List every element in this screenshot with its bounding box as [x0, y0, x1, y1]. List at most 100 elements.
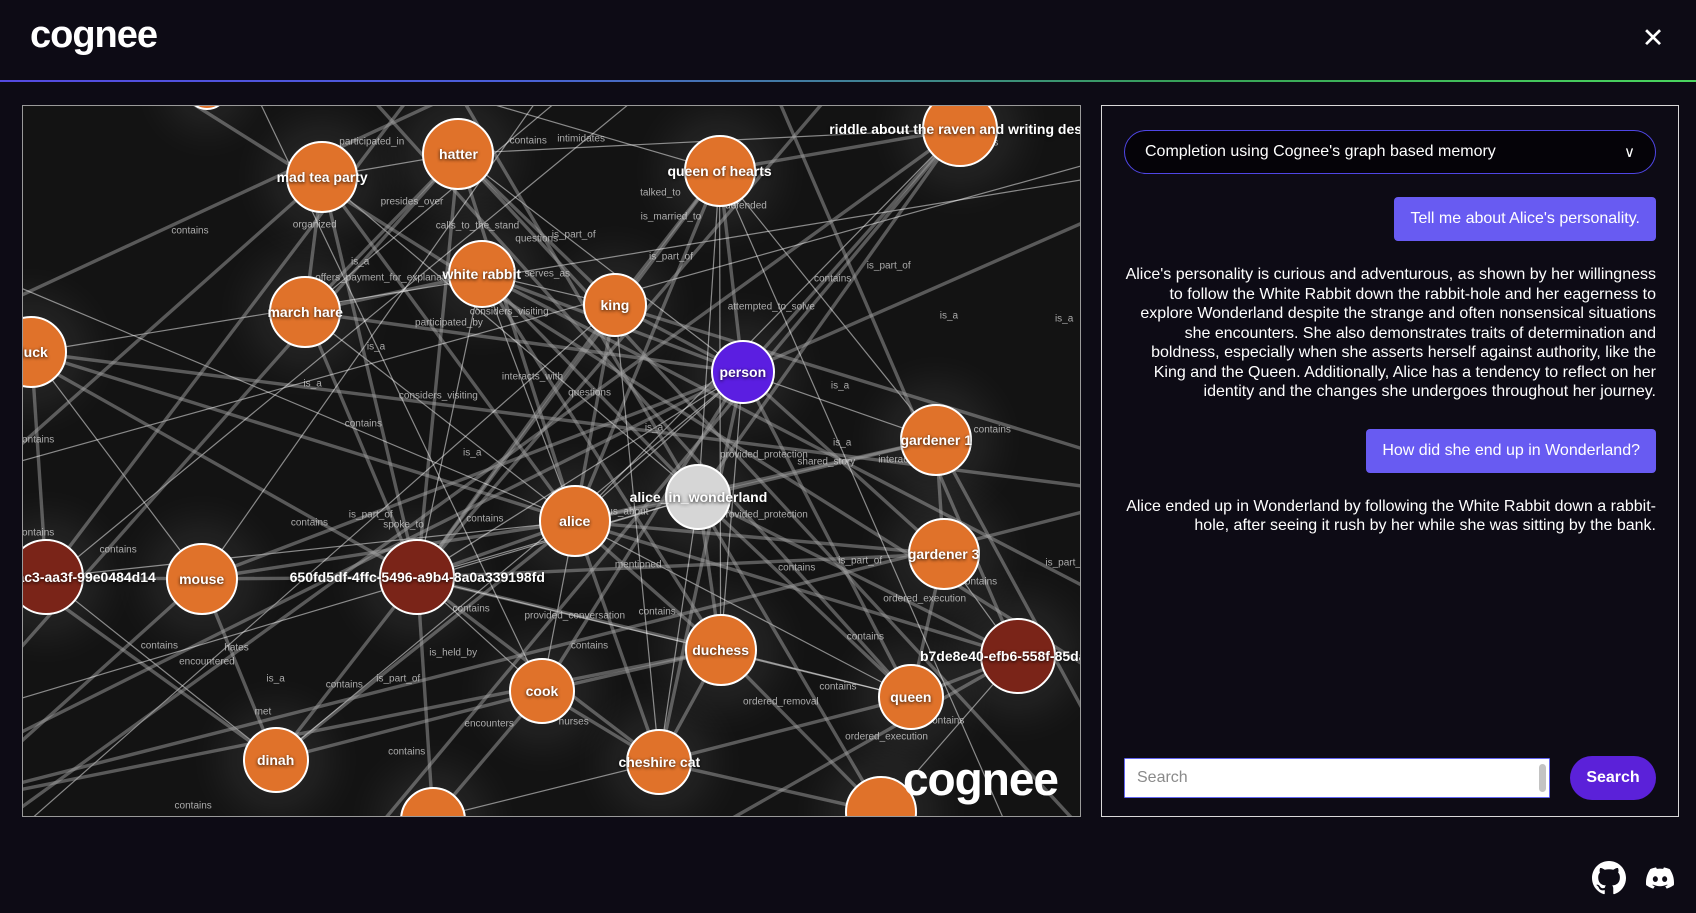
edge-label: nurses	[558, 716, 589, 728]
edge-label: hates	[224, 642, 249, 654]
knowledge-graph-panel[interactable]: participated_in contains intimidates contai…	[22, 105, 1081, 817]
graph-node-white_rabbit[interactable]: white rabbit	[442, 239, 521, 308]
graph-node-label: hatter	[439, 145, 478, 162]
edge-label: participated_in	[339, 136, 405, 147]
search-input-wrap	[1124, 758, 1550, 798]
graph-node-uuid_b[interactable]: 650fd5df-4ffc-5496-a9b4-8a0a339198fd	[290, 539, 545, 616]
graph-node-dinah[interactable]: dinah	[242, 726, 309, 793]
edge-label: contains	[638, 606, 676, 618]
edge-label: talked_to	[640, 187, 681, 199]
graph-node-queen_of_hearts[interactable]: queen of hearts	[667, 134, 772, 207]
edge-label: contains	[290, 517, 329, 529]
graph-node-label: queen	[890, 689, 932, 706]
graph-node-hatter[interactable]: hatter	[422, 117, 495, 190]
graph-node-alice_in_wonderland[interactable]: alice_in_wonderland	[630, 463, 767, 530]
edge-label: contains	[344, 418, 382, 430]
completion-mode-dropdown[interactable]: Completion using Cognee's graph based me…	[1124, 130, 1656, 174]
edge-label: contains	[570, 640, 609, 652]
graph-node-label: march hare	[267, 303, 343, 320]
graph-node-uuid_c[interactable]: b7de8e40-efb6-558f-85da-63b	[920, 618, 1080, 695]
graph-node-uuid_a[interactable]: 3ac3-aa3f-99e0484d14	[23, 539, 156, 616]
edge-label: considers_visiting	[398, 390, 478, 402]
graph-node-queen[interactable]: queen	[877, 664, 944, 731]
search-input[interactable]	[1124, 758, 1550, 798]
edge-label: is_a	[303, 378, 322, 390]
edge-label: contains	[325, 679, 363, 691]
edge-label: contains	[959, 576, 998, 588]
edge-label: is_part_of	[376, 673, 421, 685]
edge-label: is_a	[644, 422, 664, 434]
edge-label: is_part_of	[866, 260, 911, 272]
edge-label: considers_visiting	[469, 306, 549, 318]
assistant-answer: Alice's personality is curious and adven…	[1125, 266, 1656, 401]
graph-node-mouse[interactable]: mouse	[165, 542, 238, 615]
graph-node-label: king	[600, 296, 630, 313]
graph-node-cook[interactable]: cook	[508, 658, 575, 725]
edge-label: ordered_removal	[743, 696, 819, 708]
graph-node-label: duchess	[692, 641, 750, 658]
edge-label: organized	[292, 219, 337, 231]
edge-label: is_part_of	[1045, 557, 1081, 569]
graph-node-label: mad tea party	[276, 169, 368, 185]
edge-label: provided_protection	[720, 449, 808, 461]
dropdown-selected-value: Completion using Cognee's graph based me…	[1145, 143, 1496, 160]
graph-node-duchess[interactable]: duchess	[684, 613, 757, 686]
edge-label: curious_about	[585, 506, 649, 518]
edge-label: provided_conversation	[524, 610, 626, 622]
cognee-logo: cognee	[30, 14, 158, 56]
edge-label: is_married_to	[640, 211, 702, 223]
discord-icon[interactable]	[1642, 864, 1678, 892]
edge-label: is_held_by	[429, 647, 478, 659]
edge-label: is_a	[939, 310, 959, 322]
graph-node-label: cheshire cat	[618, 754, 701, 771]
edge-label: mentioned	[614, 559, 662, 571]
graph-node-alice[interactable]: alice	[538, 485, 611, 558]
edge-label: intimidates	[557, 133, 605, 145]
graph-edges	[23, 106, 1080, 816]
assistant-answer: Alice ended up in Wonderland by followin…	[1126, 497, 1656, 535]
graph-node-label: 3ac3-aa3f-99e0484d14	[22, 569, 156, 586]
edge-label: contains	[927, 715, 965, 727]
search-button[interactable]: Search	[1570, 756, 1656, 800]
chat-messages: Tell me about Alice's personality. Alice…	[1124, 197, 1656, 536]
search-row: Search	[1124, 756, 1656, 800]
graph-node-label: duck	[23, 344, 48, 361]
graph-node-cheshire_cat[interactable]: cheshire cat	[618, 729, 700, 796]
graph-canvas[interactable]: participated_in contains intimidates contai…	[23, 106, 1080, 816]
edge-label: shared_story	[797, 456, 856, 468]
edge-label: presides_over	[380, 196, 444, 208]
edge-label: contains	[452, 603, 490, 615]
graph-node-riddle[interactable]: riddle about the raven and writing desk	[829, 106, 1080, 167]
graph-node-gardener_3[interactable]: gardener 3	[907, 518, 980, 590]
graph-node-label: dinah	[256, 751, 295, 768]
github-icon[interactable]	[1592, 861, 1626, 895]
edge-label: is_a	[832, 437, 852, 449]
edge-label: defended	[725, 200, 767, 212]
user-message-bubble: How did she end up in Wonderland?	[1366, 428, 1656, 473]
edge-label: contains	[171, 225, 209, 237]
footer-social-links	[1592, 861, 1678, 895]
graph-node-person[interactable]: person	[710, 340, 775, 405]
edge-label: spoke_to	[383, 519, 424, 531]
edge-label: is_a	[350, 256, 370, 268]
graph-node-king[interactable]: king	[582, 272, 647, 337]
graph-node-label: gardener 3	[907, 546, 980, 562]
graph-node-label: mouse	[179, 570, 225, 587]
graph-node-label: alice_in_wonderland	[629, 488, 768, 505]
graph-node-march_hare[interactable]: march hare	[267, 275, 343, 348]
edge-label: serves_as	[524, 268, 571, 280]
input-scrollbar[interactable]	[1539, 764, 1546, 792]
close-button[interactable]: ✕	[1636, 22, 1670, 56]
edge-label: is_a	[366, 341, 386, 353]
edge-label: participated_by	[415, 317, 483, 329]
graph-node-gardener_1[interactable]: gardener 1	[900, 403, 973, 476]
graph-node-mad_tea_party[interactable]: mad tea party	[277, 141, 368, 213]
edge-label: contains	[174, 800, 212, 812]
edge-label: contains	[22, 434, 55, 446]
edge-label: is_a	[266, 673, 285, 685]
graph-node-label: alice	[559, 513, 591, 530]
graph-node-label: person	[719, 364, 767, 381]
edge-label: questions	[515, 233, 559, 245]
graph-node-label: gardener 1	[900, 431, 973, 448]
